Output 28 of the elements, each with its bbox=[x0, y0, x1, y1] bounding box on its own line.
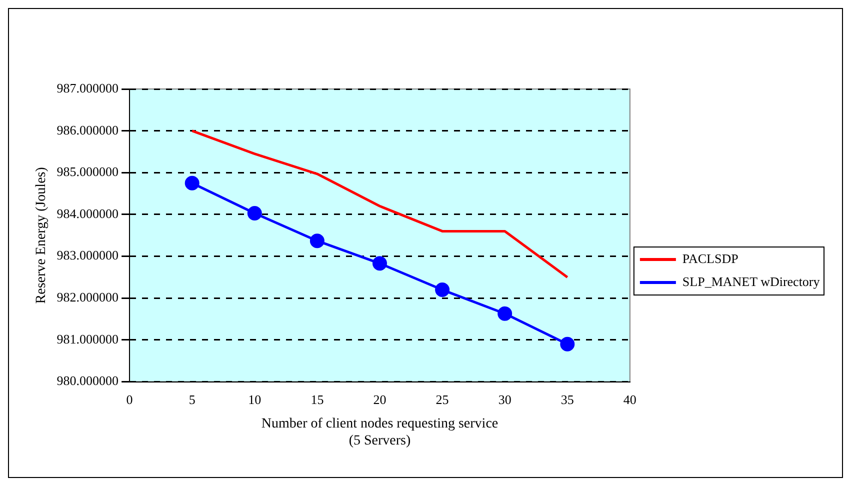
legend-label: PACLSDP bbox=[682, 250, 738, 266]
x-tick-label: 25 bbox=[436, 392, 449, 408]
x-tick-label: 10 bbox=[248, 392, 262, 408]
x-tick-label: 0 bbox=[126, 392, 133, 408]
y-tick-label: 980.000000 bbox=[56, 373, 119, 388]
point bbox=[498, 306, 512, 321]
y-tick-label: 982.000000 bbox=[56, 290, 119, 305]
x-tick-label: 5 bbox=[188, 392, 196, 408]
point bbox=[310, 234, 324, 248]
point bbox=[184, 176, 200, 190]
y-tick-label: 985.000000 bbox=[56, 164, 119, 180]
y-tick-label: 983.000000 bbox=[56, 248, 119, 263]
y-tick-label: 981.000000 bbox=[56, 331, 119, 346]
y-axis-title: Reserve Energy (Joules) bbox=[34, 166, 50, 304]
point bbox=[247, 206, 262, 220]
legend-label: SLP_MANET wDirectory bbox=[682, 274, 820, 289]
x-tick-label: 15 bbox=[310, 392, 324, 408]
y-tick-label: 986.000000 bbox=[56, 122, 119, 138]
x-axis-title: Number of client nodes requesting service (5 Servers) bbox=[261, 416, 498, 448]
x-tick-label: 20 bbox=[373, 392, 386, 408]
point bbox=[560, 336, 575, 352]
point bbox=[435, 282, 450, 298]
x-tick-label: 40 bbox=[623, 392, 636, 408]
point bbox=[372, 256, 387, 271]
y-tick-label: 987.000000 bbox=[56, 80, 119, 96]
x-tick-label: 35 bbox=[560, 392, 574, 408]
x-tick-label: 30 bbox=[498, 392, 512, 408]
y-tick-label: 984.000000 bbox=[56, 206, 119, 221]
